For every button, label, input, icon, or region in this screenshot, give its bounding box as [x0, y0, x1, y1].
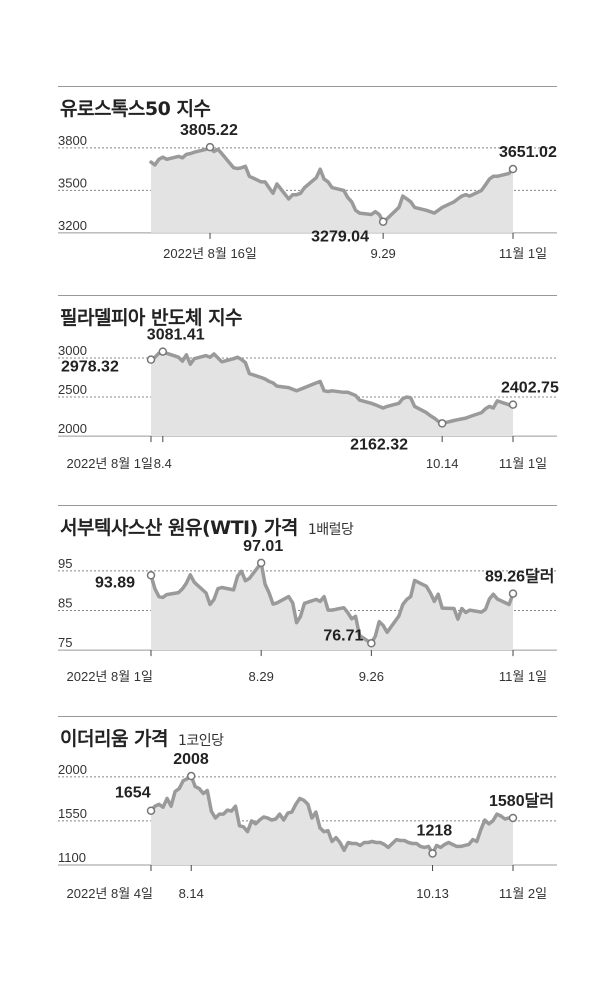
- chart-title: 유로스톡스50 지수: [60, 98, 211, 120]
- series-line: [149, 349, 515, 426]
- panel-divider: [58, 295, 557, 296]
- x-tick-label: 8.4: [154, 456, 172, 471]
- x-tick-label: 10.13: [416, 886, 449, 901]
- y-tick-label: 2500: [58, 382, 87, 397]
- data-point-marker: [508, 400, 518, 409]
- chart-panel-wti: 서부텍사스산 원유(WTI) 가격 1배럴당 95 85 75 2022년 8월 1일 8…: [0, 505, 616, 705]
- x-tick-label: 2022년 8월 1일: [67, 456, 153, 471]
- data-point-marker: [146, 355, 156, 364]
- series-area: [151, 351, 513, 437]
- chart-sox: 3000 2500 2000 2022년 8월 1일 8.4 10.14 11월 1일 297…: [58, 327, 559, 471]
- y-tick-label: 2000: [58, 762, 87, 777]
- data-label: 2402.75: [501, 380, 559, 397]
- data-label: 1654: [115, 785, 151, 802]
- data-label: 97.01: [243, 538, 283, 555]
- series-line: [149, 561, 515, 646]
- data-point-marker: [256, 558, 266, 568]
- data-label: 93.89: [95, 574, 135, 591]
- x-tick-label: 8.14: [179, 886, 204, 901]
- chart-panel-ethereum: 이더리움 가격 1코인당 2000 1550 1100 2022년 8월 4일 8.14 1…: [0, 716, 616, 916]
- x-tick-label: 2022년 8월 16일: [163, 246, 257, 261]
- data-label: 2162.32: [350, 436, 408, 453]
- panel-divider: [58, 86, 557, 87]
- x-tick-label: 11월 1일: [499, 669, 547, 684]
- y-tick-label: 3800: [58, 133, 87, 148]
- data-label: 89.26달러: [485, 567, 554, 586]
- y-tick-label: 1550: [58, 806, 87, 821]
- data-label: 1580달러: [489, 791, 554, 810]
- chart-title: 필라델피아 반도체 지수: [60, 307, 243, 329]
- data-point-marker: [158, 347, 168, 356]
- data-label: 3651.02: [499, 144, 557, 161]
- data-label: 1218: [417, 822, 453, 839]
- y-tick-label: 75: [58, 635, 72, 650]
- series-line: [149, 774, 515, 856]
- x-tick-label: 9.29: [370, 246, 395, 261]
- y-tick-label: 1100: [58, 850, 86, 865]
- y-tick-label: 85: [58, 595, 72, 610]
- data-point-marker: [367, 639, 376, 648]
- y-tick-label: 3200: [58, 218, 87, 233]
- data-point-marker: [508, 813, 518, 823]
- data-label: 2978.32: [61, 359, 119, 376]
- chart-title: 이더리움 가격 1코인당: [60, 728, 224, 750]
- panel-divider: [58, 716, 557, 717]
- x-tick-label: 8.29: [249, 669, 274, 684]
- data-label: 3279.04: [311, 229, 369, 246]
- x-tick-label: 11월 1일: [499, 456, 547, 471]
- data-point-marker: [437, 419, 447, 428]
- data-label: 3081.41: [147, 327, 205, 344]
- series-area: [151, 776, 513, 866]
- data-point-marker: [146, 806, 156, 815]
- chart-ethereum: 2000 1550 1100 2022년 8월 4일 8.14 10.13 11월 2일 16…: [58, 751, 557, 901]
- data-point-marker: [146, 571, 156, 580]
- y-tick-label: 2000: [58, 421, 87, 436]
- data-label: 2008: [173, 751, 209, 768]
- chart-panel-eurostoxx: 유로스톡스50 지수 3800 3500 3200 2022년 8월 16일 9.29 1…: [0, 86, 616, 281]
- y-tick-label: 95: [58, 556, 72, 571]
- x-tick-label: 2022년 8월 4일: [67, 886, 153, 901]
- x-tick-label: 2022년 8월 1일: [67, 669, 153, 684]
- data-label: 3805.22: [180, 122, 238, 139]
- chart-eurostoxx: 3800 3500 3200 2022년 8월 16일 9.29 11월 1일 3805.2…: [58, 122, 557, 261]
- data-point-marker: [186, 771, 196, 781]
- data-point-marker: [428, 849, 437, 858]
- data-point-marker: [205, 142, 215, 152]
- y-tick-label: 3000: [58, 343, 87, 358]
- x-tick-label: 10.14: [426, 456, 459, 471]
- data-label: 76.71: [323, 627, 363, 644]
- x-tick-label: 11월 2일: [499, 886, 547, 901]
- chart-wti: 95 85 75 2022년 8월 1일 8.29 9.26 11월 1일 93.89 97.0…: [58, 538, 557, 684]
- chart-panel-sox: 필라델피아 반도체 지수 3000 2500 2000 2022년 8월 1일 8.4 1…: [0, 295, 616, 495]
- panel-divider: [58, 505, 557, 506]
- chart-title: 서부텍사스산 원유(WTI) 가격 1배럴당: [60, 517, 354, 539]
- x-tick-label: 11월 1일: [499, 246, 547, 261]
- data-point-marker: [508, 589, 518, 598]
- y-tick-label: 3500: [58, 175, 87, 190]
- x-tick-label: 9.26: [359, 669, 384, 684]
- data-point-marker: [508, 164, 518, 174]
- data-point-marker: [378, 217, 388, 226]
